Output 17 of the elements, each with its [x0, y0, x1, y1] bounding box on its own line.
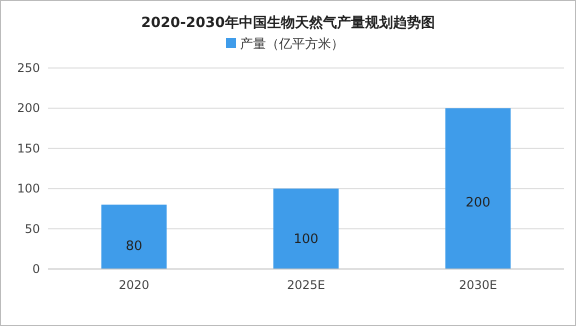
y-tick-label: 150	[17, 141, 40, 156]
bar	[273, 188, 339, 269]
bar	[101, 204, 167, 269]
y-tick-label: 0	[32, 262, 40, 276]
chart-title: 2020-2030年中国生物天然气产量规划趋势图	[141, 14, 435, 31]
data-label: 200	[466, 196, 490, 211]
bar	[445, 108, 511, 269]
x-tick-label: 2020	[118, 278, 150, 292]
y-tick-label: 50	[24, 222, 40, 236]
y-tick-label: 200	[17, 101, 40, 116]
y-tick-label: 250	[17, 61, 40, 75]
legend-label: 产量（亿平方米）	[240, 36, 344, 52]
data-label: 100	[294, 232, 318, 247]
data-label: 80	[126, 239, 142, 254]
x-tick-label: 2030E	[458, 278, 498, 292]
y-tick-label: 100	[17, 182, 40, 196]
x-tick-label: 2025E	[286, 278, 326, 292]
